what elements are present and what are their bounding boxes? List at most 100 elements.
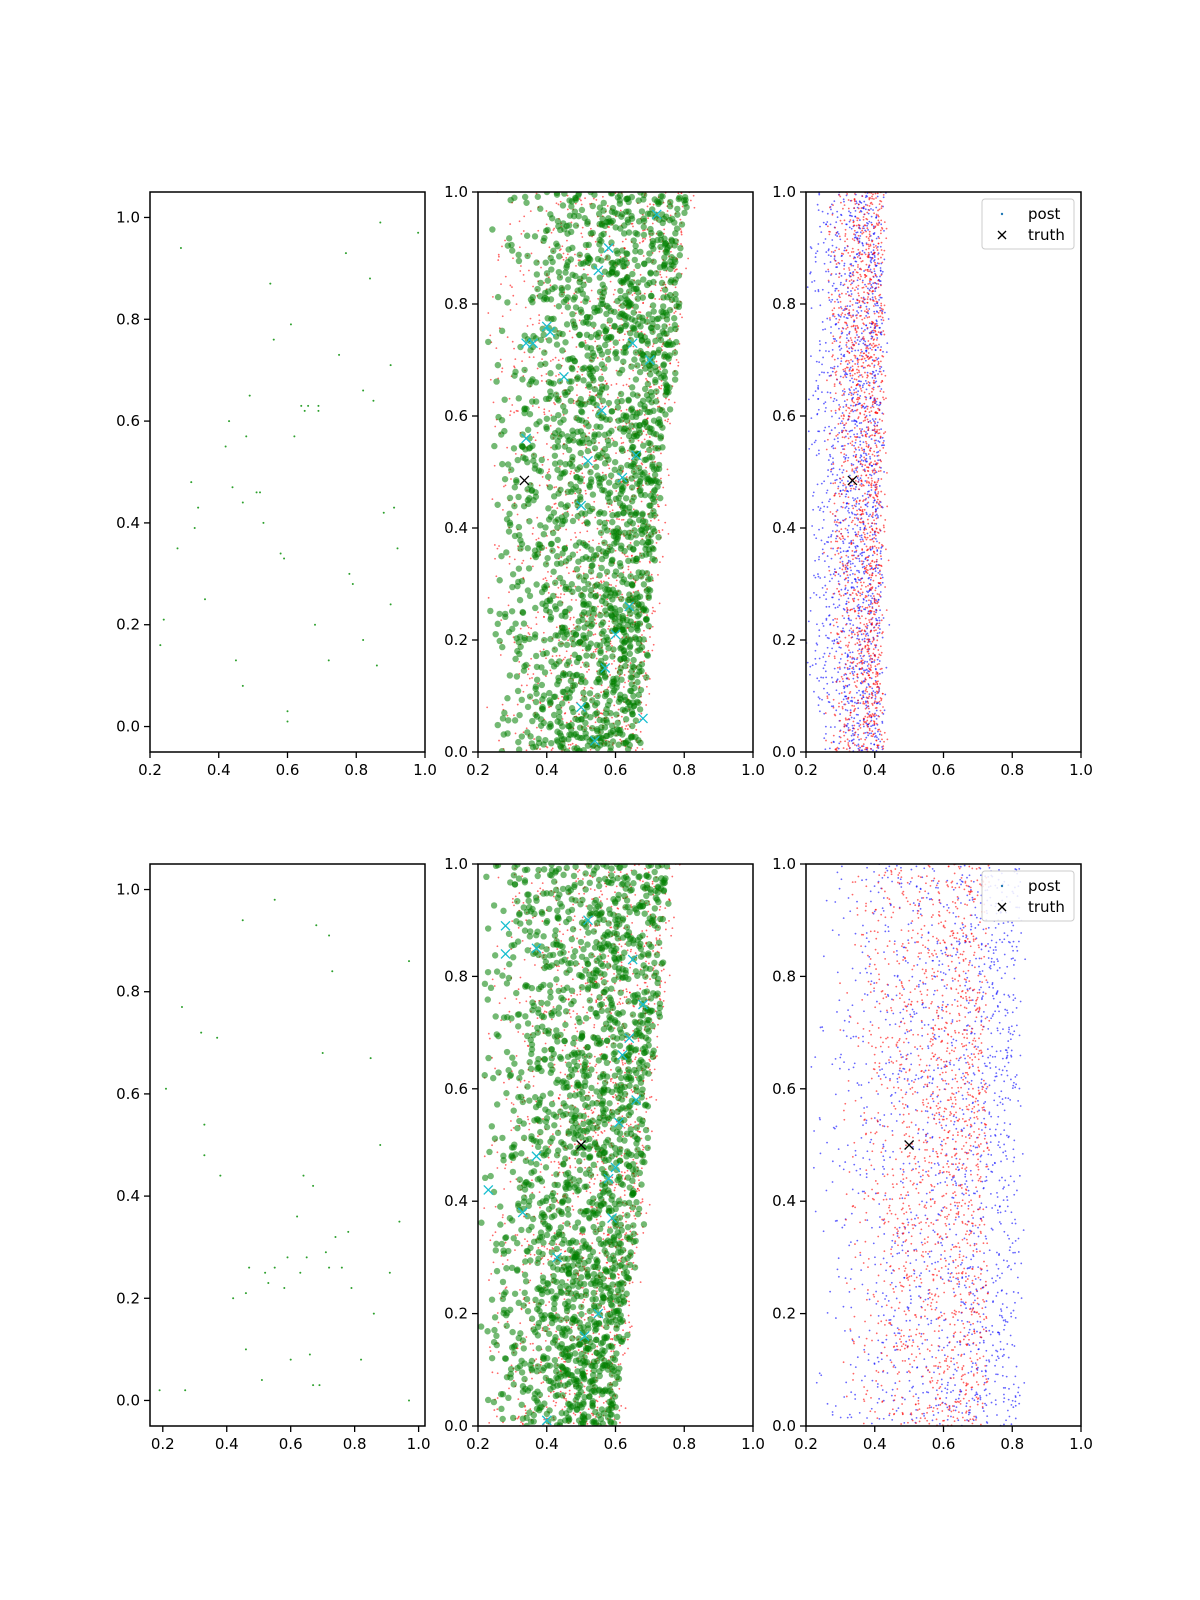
point: [845, 373, 848, 375]
point: [601, 539, 608, 546]
point: [628, 422, 635, 429]
point: [632, 508, 635, 511]
point: [836, 216, 839, 219]
point: [859, 304, 862, 307]
plot-area: [159, 221, 420, 723]
point: [849, 429, 852, 432]
point: [854, 349, 857, 352]
y-tick-label: 0.6: [116, 412, 140, 430]
point: [617, 545, 625, 552]
point: [837, 580, 840, 583]
point: [547, 591, 550, 594]
point: [855, 580, 857, 583]
point: [666, 468, 669, 471]
point: [176, 547, 179, 550]
point: [617, 396, 619, 399]
point: [843, 426, 846, 429]
point: [681, 193, 689, 201]
point: [879, 609, 881, 612]
point: [375, 664, 378, 667]
point: [644, 237, 647, 240]
point: [630, 468, 638, 475]
point: [875, 709, 878, 712]
point: [542, 578, 545, 581]
point: [862, 244, 865, 247]
point: [677, 245, 684, 252]
point: [839, 658, 842, 660]
point: [643, 413, 646, 416]
point: [870, 595, 872, 597]
point: [869, 473, 871, 476]
x-tick-label: 0.8: [344, 761, 368, 779]
point: [626, 508, 633, 516]
point: [663, 316, 671, 323]
point: [645, 704, 648, 706]
point: [624, 461, 631, 469]
point: [845, 603, 847, 605]
point: [862, 460, 865, 462]
point: [656, 332, 663, 340]
point: [829, 623, 831, 626]
point: [624, 250, 631, 258]
point: [866, 505, 869, 508]
point: [619, 617, 627, 624]
point: [515, 738, 522, 746]
point: [512, 620, 519, 627]
point: [831, 640, 834, 642]
point: [204, 598, 206, 601]
point: [878, 619, 881, 622]
point: [197, 506, 200, 509]
point: [661, 286, 669, 293]
point: [657, 193, 665, 200]
point: [871, 567, 873, 569]
point: [826, 371, 829, 374]
point: [877, 599, 880, 601]
point: [647, 575, 654, 582]
point: [527, 632, 530, 634]
point: [549, 360, 552, 362]
point: [582, 730, 589, 737]
point: [856, 691, 858, 694]
point: [638, 311, 640, 313]
point: [836, 437, 839, 439]
point: [850, 404, 852, 407]
point: [587, 725, 589, 728]
point: [598, 597, 606, 605]
point: [536, 293, 544, 300]
point: [612, 339, 619, 346]
point: [852, 668, 855, 671]
point: [865, 736, 868, 739]
point: [854, 488, 857, 491]
point: [648, 454, 656, 461]
point: [831, 212, 834, 215]
point: [865, 305, 868, 308]
point: [513, 477, 520, 484]
x-tick-label: 0.4: [207, 761, 231, 779]
point: [643, 674, 650, 681]
point: [861, 495, 864, 497]
point: [625, 427, 632, 434]
point: [576, 251, 583, 258]
point: [526, 381, 533, 388]
point: [868, 382, 871, 384]
point: [511, 532, 519, 540]
point: [815, 594, 818, 596]
point: [543, 415, 551, 422]
point: [580, 281, 587, 289]
point: [828, 637, 830, 640]
point: [875, 611, 877, 614]
point: [619, 738, 622, 741]
point: [589, 697, 596, 704]
point: [546, 471, 549, 474]
point: [817, 384, 820, 387]
point: [859, 443, 862, 446]
point: [868, 710, 871, 713]
point: [852, 528, 854, 530]
point: [648, 436, 651, 438]
point: [564, 656, 566, 659]
point: [575, 618, 582, 625]
point: [580, 689, 587, 696]
point: [819, 304, 822, 307]
point: [234, 659, 237, 662]
point: [508, 591, 510, 594]
